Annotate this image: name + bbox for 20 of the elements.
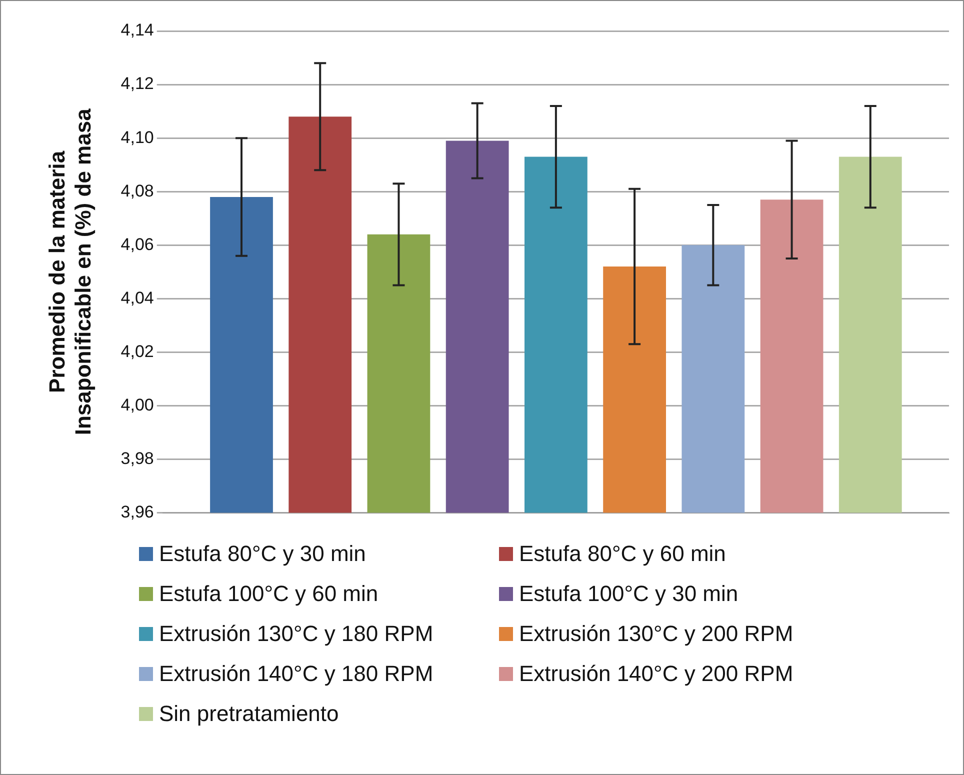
legend-label: Estufa 100°C y 60 min (159, 581, 378, 607)
legend-label: Sin pretratamiento (159, 701, 339, 727)
y-tick-label: 4,08 (120, 181, 154, 200)
y-tick-label: 4,02 (120, 342, 154, 361)
y-tick-label: 3,98 (120, 448, 154, 468)
y-tick-label: 4,06 (120, 234, 154, 254)
legend-label: Extrusión 130°C y 200 RPM (519, 621, 794, 647)
y-tick-label: 4,04 (120, 288, 154, 308)
y-tick-label: 3,96 (120, 502, 154, 522)
legend-label: Extrusión 140°C y 180 RPM (159, 661, 434, 687)
y-tick-label: 4,12 (120, 74, 154, 94)
legend-label: Estufa 100°C y 30 min (519, 581, 738, 607)
y-tick-label: 4,00 (120, 395, 154, 414)
legend-label: Estufa 80°C y 30 min (159, 541, 366, 567)
y-tick-label: 4,10 (120, 128, 154, 147)
legend-label: Extrusión 130°C y 180 RPM (159, 621, 434, 647)
y-tick-label: 4,14 (120, 20, 154, 40)
y-axis-title: Promedio de la materia Insaponificable en (%) de masa (44, 108, 96, 436)
legend-label: Estufa 80°C y 60 min (519, 541, 726, 567)
legend-label: Extrusión 140°C y 200 RPM (519, 661, 794, 687)
